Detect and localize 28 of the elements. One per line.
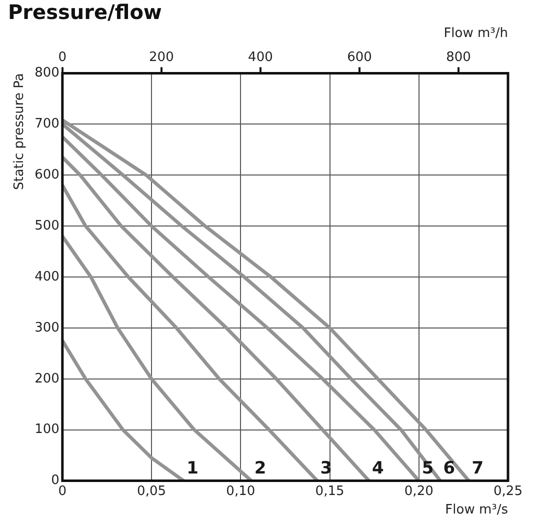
y-axis-title: Static pressure Pa <box>12 73 28 190</box>
y-tick-label: 600 <box>34 167 60 182</box>
y-tick-label: 400 <box>34 269 60 284</box>
series-label: 2 <box>254 458 266 479</box>
y-tick-label: 200 <box>34 371 60 386</box>
y-tick-label: 800 <box>34 66 60 81</box>
series-label: 7 <box>472 458 484 479</box>
y-tick-label: 0 <box>51 473 60 488</box>
x2-tick-label: 600 <box>347 50 372 65</box>
x2-axis-title: Flow m³/h <box>444 26 508 42</box>
series-label: 4 <box>372 458 384 479</box>
x-tick-label: 0,10 <box>226 484 256 499</box>
y-tick-label: 700 <box>34 116 60 132</box>
x-tick-label: 0,25 <box>494 484 522 499</box>
chart-title: Pressure/flow <box>8 0 162 24</box>
y-tick-label: 500 <box>34 218 60 234</box>
y-tick-label: 100 <box>34 422 60 438</box>
series-label: 1 <box>186 458 198 479</box>
x2-tick-label: 400 <box>248 50 273 65</box>
series-label: 6 <box>443 458 456 479</box>
series-label: 5 <box>422 458 434 479</box>
x2-tick-label: 800 <box>446 50 471 65</box>
x-tick-label: 0,05 <box>137 484 166 499</box>
x2-tick-label: 200 <box>149 50 174 65</box>
y-tick-label: 300 <box>34 320 60 336</box>
x-tick-label: 0,20 <box>404 484 434 499</box>
x-axis-title: Flow m³/s <box>445 502 508 518</box>
x-tick-label: 0,15 <box>315 484 344 499</box>
